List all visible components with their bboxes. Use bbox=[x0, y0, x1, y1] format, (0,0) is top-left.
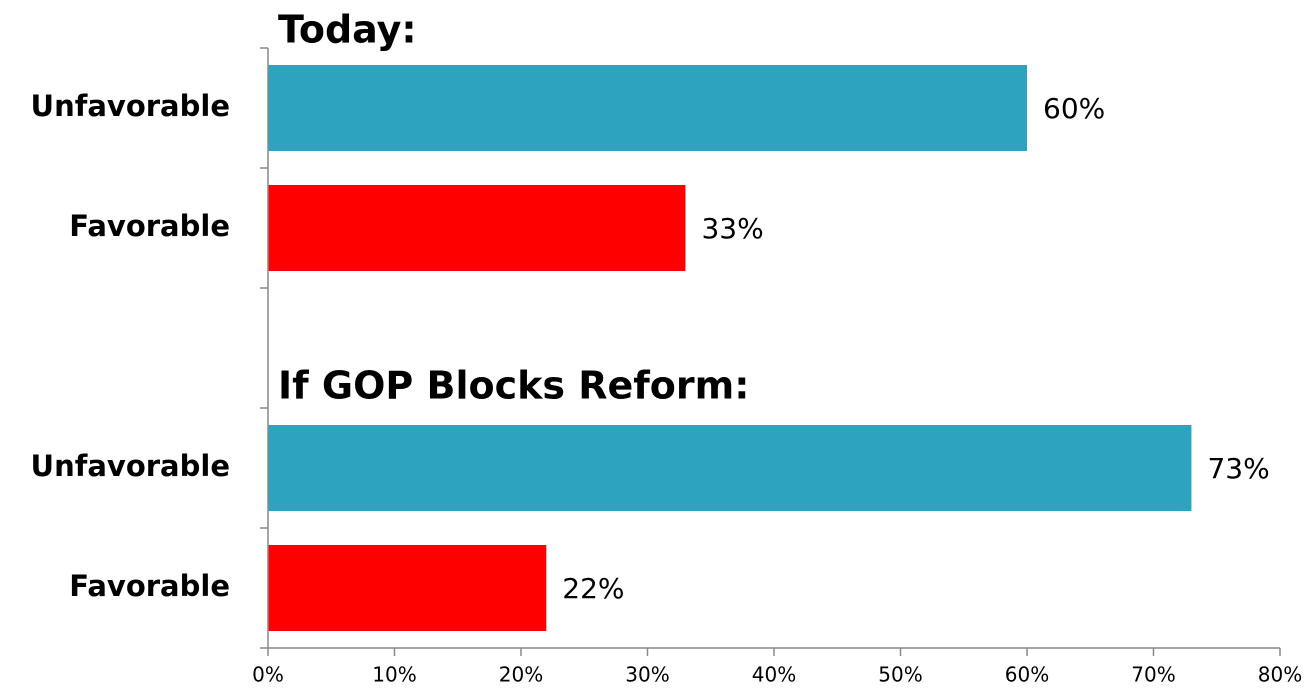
x-tick-label: 20% bbox=[499, 663, 543, 687]
value-label: 73% bbox=[1207, 452, 1269, 485]
x-tick-label: 70% bbox=[1131, 663, 1175, 687]
value-label: 60% bbox=[1043, 92, 1105, 125]
category-label: Favorable bbox=[69, 569, 230, 603]
bar bbox=[268, 185, 686, 271]
value-label: 33% bbox=[701, 212, 763, 245]
category-label: Unfavorable bbox=[31, 449, 230, 483]
x-tick-label: 30% bbox=[625, 663, 669, 687]
bar bbox=[268, 545, 547, 631]
bar bbox=[268, 425, 1192, 511]
x-tick-label: 40% bbox=[752, 663, 796, 687]
x-tick-label: 60% bbox=[1005, 663, 1049, 687]
x-tick-label: 10% bbox=[372, 663, 416, 687]
category-label: Unfavorable bbox=[31, 89, 230, 123]
x-tick-label: 0% bbox=[252, 663, 284, 687]
category-label: Favorable bbox=[69, 209, 230, 243]
group-title: Today: bbox=[278, 8, 417, 52]
x-tick-label: 50% bbox=[878, 663, 922, 687]
x-tick-label: 80% bbox=[1258, 663, 1302, 687]
value-label: 22% bbox=[562, 572, 624, 605]
group-title: If GOP Blocks Reform: bbox=[278, 364, 749, 408]
bar bbox=[268, 65, 1027, 151]
